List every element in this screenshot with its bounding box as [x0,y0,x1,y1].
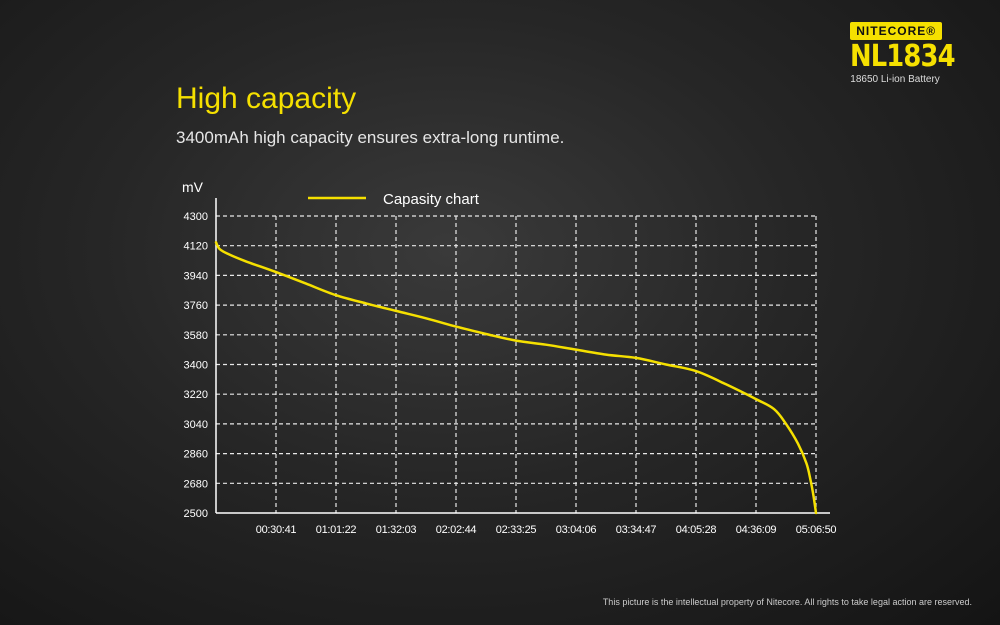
x-tick-label: 04:36:09 [736,524,777,536]
x-tick-label: 01:01:22 [316,524,357,536]
x-tick-label: 03:34:47 [616,524,657,536]
x-tick-label: 04:05:28 [676,524,717,536]
brand-block: NITECORE® NL1834 18650 Li-ion Battery [850,22,972,85]
y-tick-label: 2860 [184,449,208,461]
legend-label: Capasity chart [383,191,480,208]
y-tick-label: 2680 [184,478,208,490]
headline: High capacity [176,82,357,115]
x-tick-label: 02:02:44 [436,524,477,536]
x-tick-label: 03:04:06 [556,524,597,536]
y-tick-label: 3580 [184,330,208,342]
series-line-capacity [214,241,818,515]
x-tick-label: 00:30:41 [256,524,297,536]
y-tick-label: 2500 [184,508,208,520]
brand-logo: NITECORE® [850,22,943,40]
y-tick-label: 4120 [184,241,208,253]
x-tick-label: 05:06:50 [796,524,837,536]
y-tick-label: 3220 [184,389,208,401]
product-subtitle: 18650 Li-ion Battery [850,74,940,85]
y-tick-label: 4300 [184,211,208,223]
x-tick-label: 01:32:03 [376,524,417,536]
y-tick-label: 3040 [184,419,208,431]
x-tick-label: 02:33:25 [496,524,537,536]
y-axis-label: mV [182,179,204,195]
y-tick-label: 3760 [184,300,208,312]
y-tick-label: 3940 [184,270,208,282]
copyright-notice: This picture is the intellectual propert… [602,597,972,607]
product-model: NL1834 [850,39,956,74]
y-tick-label: 3400 [184,360,208,372]
tagline: 3400mAh high capacity ensures extra-long… [176,128,565,147]
